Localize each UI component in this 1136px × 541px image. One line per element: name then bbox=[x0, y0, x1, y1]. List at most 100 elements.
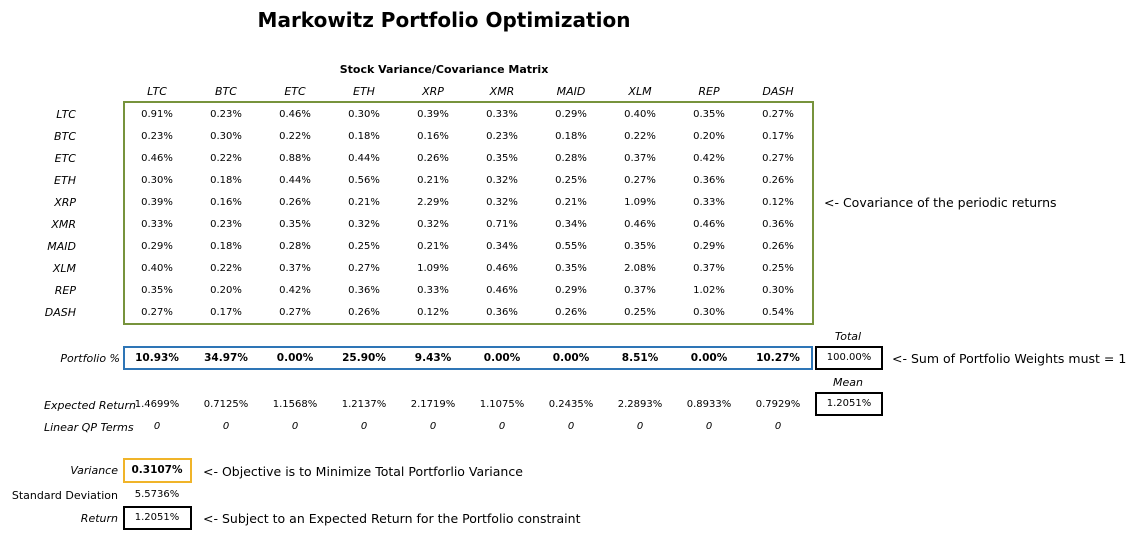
weight-cell-rep: 0.00% bbox=[690, 352, 728, 364]
covariance-cell: 0.37% bbox=[693, 263, 725, 274]
covariance-cell: 0.37% bbox=[624, 285, 656, 296]
covariance-cell: 0.88% bbox=[279, 153, 311, 164]
row-label-rep: REP bbox=[54, 284, 76, 297]
covariance-cell: 0.21% bbox=[417, 175, 449, 186]
covariance-cell: 0.23% bbox=[210, 109, 242, 120]
covariance-cell: 0.33% bbox=[141, 219, 173, 230]
covariance-cell: 0.91% bbox=[141, 109, 173, 120]
covariance-cell: 0.42% bbox=[693, 153, 725, 164]
weight-cell-xlm: 8.51% bbox=[621, 352, 659, 364]
covariance-cell: 0.33% bbox=[417, 285, 449, 296]
covariance-cell: 0.30% bbox=[693, 307, 725, 318]
covariance-cell: 0.18% bbox=[348, 131, 380, 142]
covariance-cell: 0.40% bbox=[624, 109, 656, 120]
covariance-cell: 0.23% bbox=[486, 131, 518, 142]
weight-cell-ltc: 10.93% bbox=[135, 352, 179, 364]
covariance-cell: 0.17% bbox=[762, 131, 794, 142]
qp-term-cell-btc: 0 bbox=[222, 421, 230, 432]
qp-term-cell-xrp: 0 bbox=[429, 421, 437, 432]
weight-cell-xmr: 0.00% bbox=[483, 352, 521, 364]
weight-cell-btc: 34.97% bbox=[204, 352, 248, 364]
covariance-cell: 0.46% bbox=[486, 263, 518, 274]
covariance-cell: 0.42% bbox=[279, 285, 311, 296]
qp-term-cell-dash: 0 bbox=[774, 421, 782, 432]
covariance-cell: 0.46% bbox=[693, 219, 725, 230]
covariance-cell: 0.22% bbox=[624, 131, 656, 142]
qp-term-cell-ltc: 0 bbox=[153, 421, 161, 432]
covariance-cell: 0.39% bbox=[141, 197, 173, 208]
covariance-cell: 0.35% bbox=[624, 241, 656, 252]
variance-value: 0.3107% bbox=[131, 464, 183, 476]
qp-term-cell-xmr: 0 bbox=[498, 421, 506, 432]
return-box[interactable] bbox=[123, 506, 192, 530]
stddev-label: Standard Deviation bbox=[11, 489, 118, 502]
covariance-cell: 0.46% bbox=[486, 285, 518, 296]
covariance-cell: 0.46% bbox=[624, 219, 656, 230]
covariance-cell: 0.25% bbox=[555, 175, 587, 186]
mean-label: Mean bbox=[833, 376, 863, 389]
row-label-xmr: XMR bbox=[51, 218, 76, 231]
covariance-cell: 0.26% bbox=[762, 241, 794, 252]
covariance-cell: 0.55% bbox=[555, 241, 587, 252]
covariance-cell: 0.56% bbox=[348, 175, 380, 186]
return-label: Return bbox=[80, 512, 118, 525]
total-box[interactable] bbox=[815, 346, 883, 370]
covariance-cell: 0.18% bbox=[210, 241, 242, 252]
covariance-cell: 0.27% bbox=[141, 307, 173, 318]
covariance-cell: 0.46% bbox=[279, 109, 311, 120]
total-label: Total bbox=[834, 330, 862, 343]
expected-return-label: Expected Return bbox=[44, 399, 137, 412]
covariance-cell: 0.36% bbox=[762, 219, 794, 230]
covariance-cell: 0.25% bbox=[624, 307, 656, 318]
column-header-btc: BTC bbox=[215, 85, 237, 98]
covariance-cell: 0.27% bbox=[624, 175, 656, 186]
covariance-cell: 0.39% bbox=[417, 109, 449, 120]
column-header-rep: REP bbox=[698, 85, 720, 98]
covariance-cell: 0.34% bbox=[486, 241, 518, 252]
linear-qp-label: Linear QP Terms bbox=[44, 421, 134, 434]
column-header-maid: MAID bbox=[556, 85, 586, 98]
covariance-cell: 0.27% bbox=[348, 263, 380, 274]
row-label-btc: BTC bbox=[54, 130, 76, 143]
return-value: 1.2051% bbox=[134, 512, 180, 523]
matrix-title: Stock Variance/Covariance Matrix bbox=[339, 63, 549, 76]
covariance-cell: 0.12% bbox=[417, 307, 449, 318]
covariance-cell: 0.54% bbox=[762, 307, 794, 318]
covariance-matrix-border bbox=[123, 101, 814, 325]
weight-cell-xrp: 9.43% bbox=[414, 352, 452, 364]
covariance-cell: 0.36% bbox=[348, 285, 380, 296]
covariance-cell: 0.17% bbox=[210, 307, 242, 318]
covariance-cell: 0.46% bbox=[141, 153, 173, 164]
weight-cell-maid: 0.00% bbox=[552, 352, 590, 364]
variance-label: Variance bbox=[70, 464, 118, 477]
row-label-maid: MAID bbox=[47, 240, 76, 253]
covariance-cell: 0.36% bbox=[693, 175, 725, 186]
covariance-cell: 0.23% bbox=[141, 131, 173, 142]
column-header-ltc: LTC bbox=[147, 85, 167, 98]
expected-return-cell-etc: 1.1568% bbox=[272, 399, 318, 410]
stddev-value: 5.5736% bbox=[134, 489, 180, 500]
covariance-cell: 0.30% bbox=[348, 109, 380, 120]
variance-note: <- Objective is to Minimize Total Portfo… bbox=[203, 464, 523, 479]
covariance-cell: 2.29% bbox=[417, 197, 449, 208]
covariance-cell: 0.21% bbox=[555, 197, 587, 208]
weight-cell-etc: 0.00% bbox=[276, 352, 314, 364]
row-label-etc: ETC bbox=[54, 152, 76, 165]
covariance-cell: 0.27% bbox=[279, 307, 311, 318]
column-header-xrp: XRP bbox=[422, 85, 444, 98]
qp-term-cell-xlm: 0 bbox=[636, 421, 644, 432]
covariance-cell: 1.09% bbox=[417, 263, 449, 274]
variance-box[interactable] bbox=[123, 458, 192, 483]
covariance-cell: 0.28% bbox=[555, 153, 587, 164]
covariance-cell: 0.27% bbox=[762, 109, 794, 120]
row-label-xrp: XRP bbox=[54, 196, 76, 209]
covariance-cell: 0.29% bbox=[555, 285, 587, 296]
covariance-cell: 0.21% bbox=[417, 241, 449, 252]
covariance-cell: 0.29% bbox=[693, 241, 725, 252]
covariance-cell: 0.32% bbox=[486, 197, 518, 208]
covariance-cell: 0.37% bbox=[624, 153, 656, 164]
covariance-cell: 0.16% bbox=[210, 197, 242, 208]
mean-box[interactable] bbox=[815, 392, 883, 416]
qp-term-cell-rep: 0 bbox=[705, 421, 713, 432]
column-header-xmr: XMR bbox=[489, 85, 515, 98]
